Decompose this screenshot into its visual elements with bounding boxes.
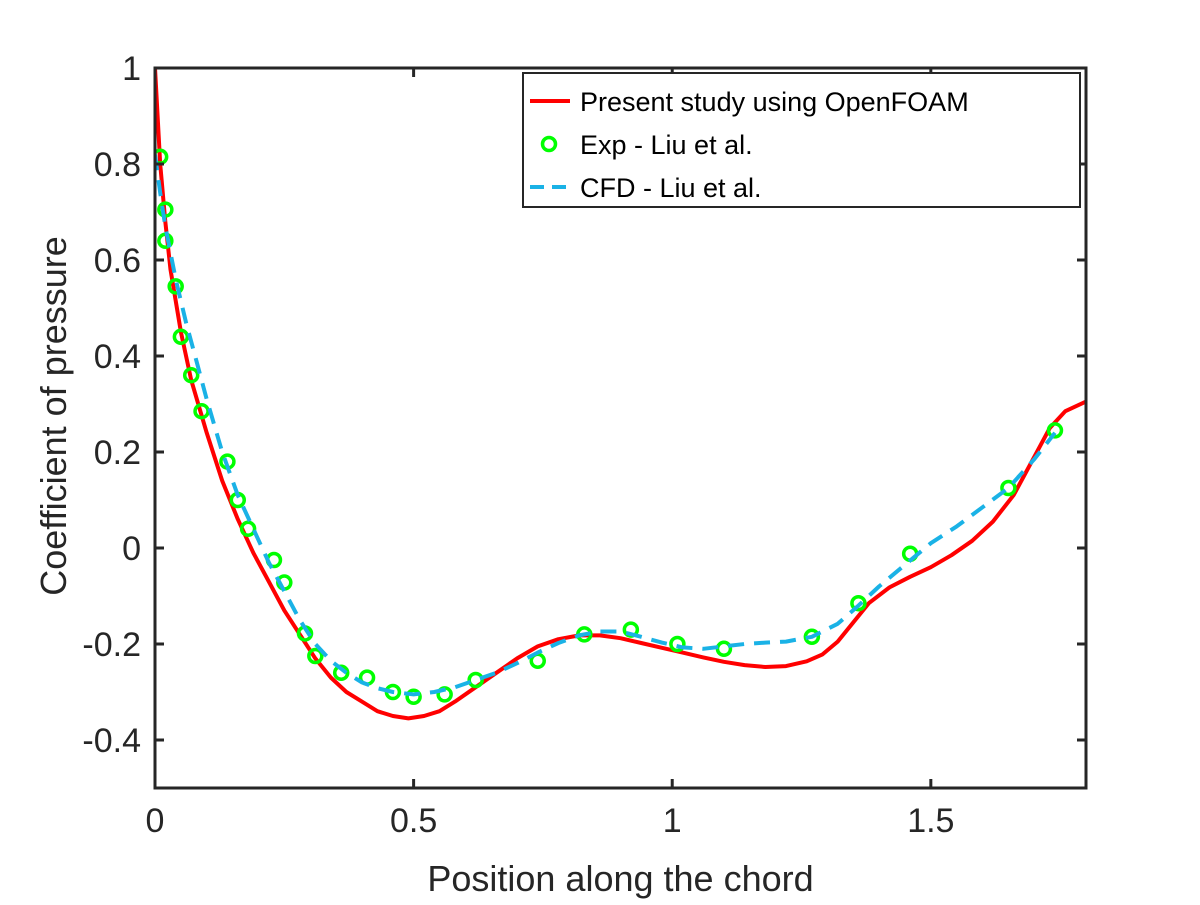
exp-point xyxy=(307,647,324,665)
exp-point xyxy=(172,328,190,346)
y-tick-label: 0.2 xyxy=(94,434,141,472)
exp-point xyxy=(1000,479,1017,497)
exp-point xyxy=(167,278,184,295)
legend-box xyxy=(522,72,1081,208)
x-axis-label: Position along the chord xyxy=(427,858,813,899)
x-tick-label: 1.5 xyxy=(907,802,954,840)
y-tick-label: 0.6 xyxy=(94,242,141,280)
legend-label: CFD - Liu et al. xyxy=(580,173,762,203)
exp-point xyxy=(182,366,200,384)
exp-point xyxy=(193,402,210,420)
x-tick-label: 0 xyxy=(146,802,165,840)
y-tick-label: 0.8 xyxy=(94,146,141,184)
y-tick-label: 1 xyxy=(122,50,141,88)
exp-point xyxy=(467,671,484,689)
y-axis-label: Coefficient of pressure xyxy=(33,236,74,596)
exp-point xyxy=(803,628,821,646)
series-layer xyxy=(155,68,1086,721)
exp-point xyxy=(405,688,422,706)
x-tick-label: 1 xyxy=(663,802,682,840)
legend-swatch xyxy=(540,135,558,153)
y-tick-label: 0 xyxy=(122,530,141,568)
y-tick-label: 0.4 xyxy=(94,338,141,376)
x-tick-label: 0.5 xyxy=(390,802,437,840)
exp-point xyxy=(669,635,686,653)
axes-layer xyxy=(153,66,1088,790)
series-2 xyxy=(155,148,1064,706)
exp-point xyxy=(1046,422,1064,439)
legend-label: Present study using OpenFOAM xyxy=(580,87,969,117)
legend: Present study using OpenFOAM Exp - Liu et… xyxy=(522,72,1081,208)
exp-point xyxy=(850,594,867,612)
openfoam-line xyxy=(155,68,1086,721)
exp-point xyxy=(239,520,257,538)
y-tick-label: -0.2 xyxy=(82,626,141,664)
series-1 xyxy=(155,68,1086,721)
ticks-layer: 0 0.5 1 1.5 -0.4 -0.2 0 0.2 0.4 0.6 0.8 1 xyxy=(82,50,1086,840)
axes-box xyxy=(153,66,1088,790)
cfd-line xyxy=(155,154,1057,697)
y-tick-label: -0.4 xyxy=(82,722,141,760)
legend-label: Exp - Liu et al. xyxy=(580,130,753,160)
series-3 xyxy=(155,154,1057,697)
